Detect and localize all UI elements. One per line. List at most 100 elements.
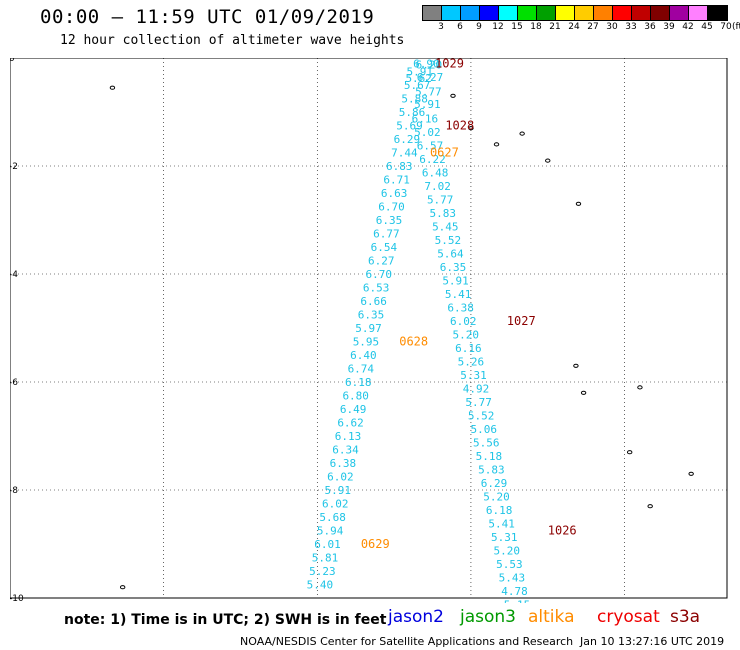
wave-height-map: 1651681711741770-2-4-6-8-106.905.915.625… [10, 58, 728, 603]
wave-height-value: 5.83 [430, 207, 457, 220]
wave-height-value: 5.91 [406, 66, 433, 79]
wave-height-value: 4.78 [501, 585, 528, 598]
scale-label: 9 [476, 22, 482, 32]
y-tick-label: -8 [10, 486, 18, 496]
scale-unit: (ft) [732, 22, 740, 32]
wave-height-value: 5.06 [470, 423, 497, 436]
wave-height-value: 6.02 [327, 471, 354, 484]
wave-height-value: 6.54 [371, 241, 398, 254]
page-title: 00:00 – 11:59 UTC 01/09/2019 [40, 6, 375, 28]
scale-label: 24 [568, 22, 580, 32]
wave-height-value: 5.20 [483, 490, 510, 503]
page-subtitle: 12 hour collection of altimeter wave hei… [60, 33, 405, 48]
wave-height-value: 6.27 [417, 71, 444, 84]
island-outline [545, 158, 551, 163]
wave-height-value: 6.53 [363, 282, 390, 295]
wave-height-value: 6.90 [413, 58, 440, 70]
wave-height-value: 5.31 [460, 369, 487, 382]
wave-height-value: 5.64 [437, 247, 464, 260]
wave-height-value: 5.02 [414, 126, 441, 139]
scale-label: 18 [530, 22, 542, 32]
wave-height-value: 6.66 [360, 295, 387, 308]
legend-item-altika: altika [528, 607, 575, 627]
wave-height-value: 6.29 [481, 477, 508, 490]
wave-height-value: 5.77 [415, 85, 442, 98]
wave-height-value: 5.52 [435, 234, 462, 247]
wave-height-value: 5.94 [317, 525, 344, 538]
wave-height-value: 6.63 [381, 187, 408, 200]
wave-height-value: 6.20 [416, 58, 443, 71]
pass-time-label: 0629 [361, 537, 390, 551]
scale-label: 33 [625, 22, 637, 32]
wave-height-value: 5.69 [396, 120, 423, 133]
scale-label: 27 [587, 22, 599, 32]
wave-height-value: 6.48 [422, 166, 449, 179]
wave-height-value: 5.91 [414, 98, 441, 111]
scale-label: 70 [720, 22, 732, 32]
wave-height-value: 6.18 [345, 376, 372, 389]
island-outline [688, 471, 694, 476]
wave-height-value: 6.16 [412, 112, 439, 125]
scale-label: 42 [682, 22, 694, 32]
scale-swatch [651, 6, 670, 20]
wave-height-value: 6.74 [348, 363, 375, 376]
wave-height-value: 6.01 [314, 538, 341, 551]
wave-height-value: 6.22 [419, 153, 446, 166]
wave-height-value: 5.41 [488, 517, 515, 530]
wave-height-value: 6.27 [368, 255, 395, 268]
island-outline [109, 85, 116, 90]
wave-height-value: 6.16 [455, 342, 482, 355]
island-outline [468, 126, 474, 131]
scale-label: 36 [644, 22, 656, 32]
footer-note: note: 1) Time is in UTC; 2) SWH is in fe… [64, 612, 387, 628]
wave-height-value: 5.97 [355, 322, 382, 335]
wave-height-value: 6.70 [378, 201, 405, 214]
wave-height-value: 5.40 [307, 579, 334, 592]
wave-height-value: 5.68 [319, 511, 346, 524]
generated-timestamp: Jan 10 13:27:16 UTC 2019 [580, 635, 725, 648]
scale-swatch [537, 6, 556, 20]
wave-height-value: 6.35 [376, 214, 403, 227]
scale-label: 21 [549, 22, 561, 32]
wave-height-value: 5.91 [325, 484, 352, 497]
wave-height-value: 5.77 [427, 193, 454, 206]
scale-swatch [480, 6, 499, 20]
scale-swatch [613, 6, 632, 20]
pass-time-label: 0628 [399, 335, 428, 349]
scale-label: 45 [701, 22, 713, 32]
wave-height-value: 5.86 [399, 106, 426, 119]
island-outline [647, 504, 653, 509]
wave-height-value: 5.88 [401, 93, 428, 106]
wave-height-value: 5.53 [496, 558, 523, 571]
wave-height-value: 6.02 [450, 315, 477, 328]
scale-swatch [670, 6, 689, 20]
scale-swatch [518, 6, 537, 20]
island-outline [637, 385, 643, 390]
pass-time-label: 1026 [548, 524, 577, 538]
wave-height-value: 6.70 [365, 268, 392, 281]
island-outline [575, 201, 582, 206]
pass-time-label: 0627 [430, 146, 459, 160]
scale-swatch [594, 6, 613, 20]
island-outline [493, 142, 500, 147]
wave-height-value: 6.57 [417, 139, 444, 152]
wave-height-value: 5.31 [491, 531, 518, 544]
scale-label: 6 [457, 22, 463, 32]
pass-time-label: 1028 [445, 119, 474, 133]
y-tick-label: 0 [10, 58, 15, 64]
wave-height-value: 5.52 [468, 409, 495, 422]
wave-height-value: 6.49 [340, 403, 367, 416]
wave-height-value: 5.91 [442, 274, 469, 287]
wave-height-value: 5.20 [453, 328, 480, 341]
scale-label: 3 [438, 22, 444, 32]
legend-item-s3a: s3a [670, 607, 701, 627]
scale-swatch [442, 6, 461, 20]
wave-height-value: 6.38 [330, 457, 357, 470]
wave-height-value: 5.62 [405, 72, 432, 85]
wave-height-value: 5.41 [445, 288, 472, 301]
wave-height-value: 5.81 [312, 552, 339, 565]
wave-height-value: 5.43 [499, 571, 526, 584]
wave-height-value: 6.38 [447, 301, 474, 314]
wave-height-value: 6.34 [332, 444, 359, 457]
scale-label: 30 [606, 22, 618, 32]
